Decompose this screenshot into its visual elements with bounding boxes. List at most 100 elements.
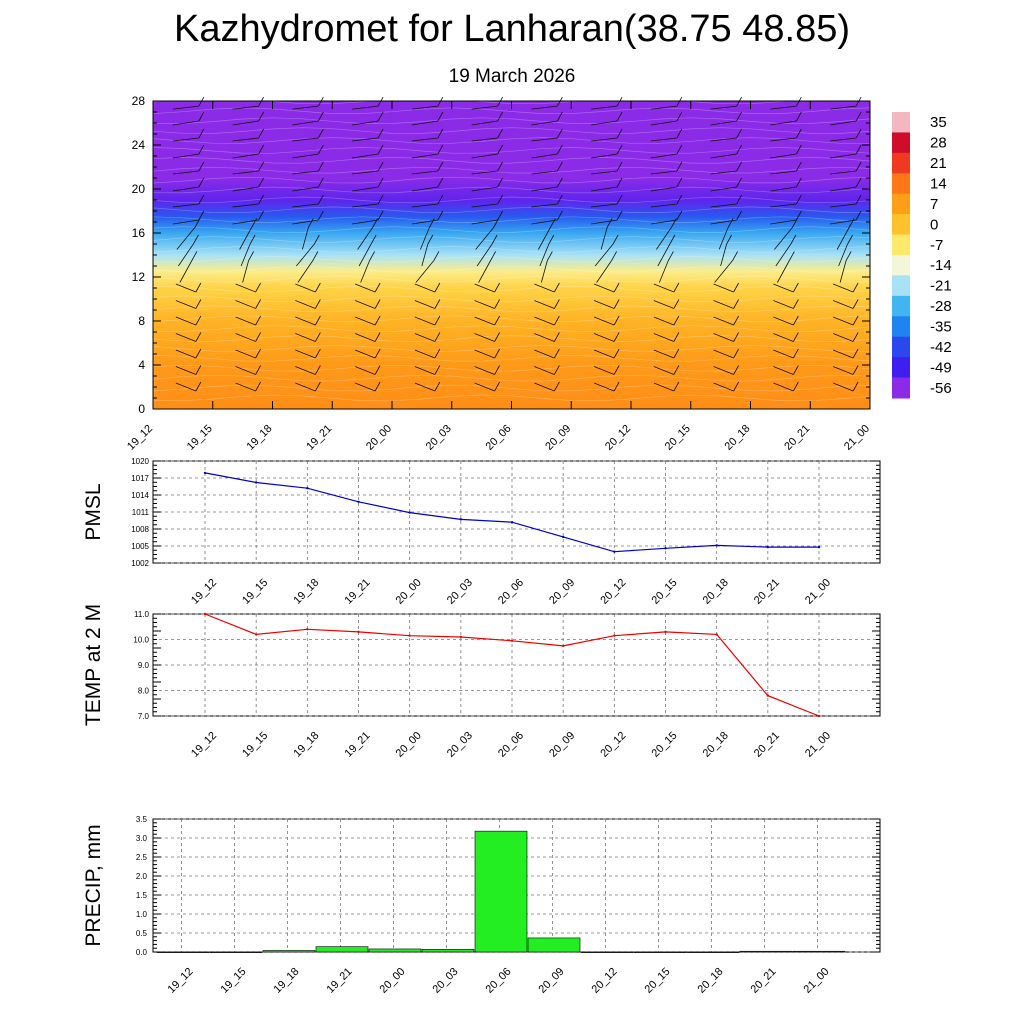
wind-barb-flag (845, 251, 852, 261)
x-tick-label: 20_15 (663, 423, 693, 453)
wind-barb-flag (251, 218, 257, 228)
y-tick-label: 0.5 (136, 929, 148, 938)
y-tick-label: 24 (132, 138, 146, 152)
wind-barb (471, 137, 498, 142)
x-tick-label: 20_03 (431, 966, 461, 996)
data-point (357, 630, 360, 634)
wind-barb-flag (676, 96, 683, 107)
wind-barb (770, 120, 797, 126)
wind-barb-flag (548, 234, 555, 245)
wind-barb (232, 137, 259, 142)
wind-barb-flag (613, 381, 620, 392)
y-tick-label: 2.5 (136, 853, 148, 862)
wind-barb (714, 260, 733, 283)
wind-barb (175, 283, 197, 293)
wind-barb (830, 170, 857, 175)
wind-barb-flag (258, 194, 264, 205)
wind-barb-flag (606, 218, 613, 228)
contour-line (152, 137, 870, 144)
y-tick-label: 1020 (131, 457, 149, 466)
contour-line (152, 364, 871, 372)
data-point (203, 612, 207, 616)
data-point (408, 511, 411, 514)
wind-barb-flag (847, 234, 853, 245)
y-tick-label: 20 (132, 182, 146, 196)
wind-barb-flag (497, 194, 503, 205)
wind-barb-flag (195, 332, 202, 342)
y-tick-label: 12 (132, 270, 146, 284)
y-tick-label: 9.0 (138, 661, 150, 670)
wind-barb (352, 170, 379, 175)
wind-barb (713, 366, 734, 375)
wind-barb-flag (673, 282, 680, 293)
wind-barb (292, 170, 319, 175)
wind-barb-flag (736, 128, 742, 139)
wind-barb-flag (557, 194, 563, 205)
wind-barb (235, 283, 256, 293)
x-tick-label: 20_18 (696, 966, 726, 996)
wind-barb (534, 283, 555, 293)
wind-barb (770, 137, 797, 142)
wind-barb (354, 333, 376, 342)
data-point (510, 521, 514, 524)
wind-barb-flag (848, 218, 855, 228)
chart-title: Kazhydromet for Lanharan(38.75 48.85) (174, 8, 850, 50)
wind-barb-flag (789, 251, 795, 261)
x-tick-label: 20_12 (598, 577, 628, 607)
contour-line (152, 127, 871, 134)
colorbar-segment (892, 295, 910, 317)
wind-barb-flag (550, 218, 556, 228)
precip-bar (739, 950, 793, 953)
wind-barb-flag (554, 365, 560, 375)
wind-barb (476, 243, 493, 267)
wind-barb (239, 227, 252, 250)
wind-barb-flag (195, 365, 202, 375)
wind-barb (475, 227, 494, 250)
data-point (715, 544, 718, 547)
wind-barb (832, 333, 854, 342)
wind-barb (175, 333, 197, 342)
wind-barb-flag (554, 381, 560, 392)
wind-barb-flag (318, 111, 324, 122)
wind-barb-flag (437, 194, 444, 205)
wind-barb (773, 316, 794, 326)
x-tick-label: 20_06 (484, 966, 514, 996)
wind-barb (650, 170, 677, 175)
wind-barb (354, 300, 376, 309)
data-point (254, 633, 258, 636)
colorbar-segment (892, 357, 910, 379)
wind-barb-flag (790, 234, 797, 245)
wind-barb-flag (258, 210, 264, 221)
wind-barb (172, 137, 199, 142)
wind-barb-flag (494, 315, 500, 326)
x-tick-label: 20_21 (752, 577, 782, 607)
precip-bar (421, 949, 475, 953)
y-tick-label: 4 (138, 358, 145, 372)
colorbar-segment (892, 112, 910, 133)
x-tick-label: 20_06 (496, 577, 526, 607)
wind-barb-flag (855, 96, 862, 107)
wind-barb (830, 219, 857, 225)
wind-barb (471, 186, 498, 192)
wind-barb-flag (318, 96, 324, 107)
wind-barb (596, 260, 612, 283)
wind-barb (175, 300, 197, 309)
x-tick-label: 20_12 (598, 730, 628, 760)
wind-barb-flag (676, 161, 683, 172)
wind-barb-flag (612, 234, 619, 245)
colorbar-label: -56 (930, 380, 952, 397)
wind-barb-flag (676, 194, 683, 205)
wind-barb-flag (434, 315, 441, 326)
data-point (306, 487, 309, 490)
wind-barb-flag (616, 128, 623, 139)
wind-barb-flag (491, 234, 498, 245)
wind-barb-flag (312, 251, 319, 261)
wind-barb (292, 186, 319, 192)
wind-barb-flag (198, 177, 205, 188)
wind-barb (297, 260, 314, 283)
precip-bar (368, 948, 422, 953)
y-tick-label: 1008 (131, 525, 149, 534)
data-point (613, 550, 616, 553)
wind-barb (713, 349, 734, 359)
wind-barb (650, 137, 677, 142)
